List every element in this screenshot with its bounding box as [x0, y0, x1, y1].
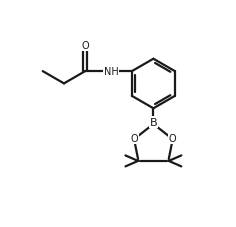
Text: NH: NH: [104, 67, 118, 77]
Text: B: B: [150, 117, 157, 127]
Text: O: O: [169, 134, 176, 144]
Text: O: O: [81, 41, 89, 51]
Text: O: O: [131, 134, 138, 144]
